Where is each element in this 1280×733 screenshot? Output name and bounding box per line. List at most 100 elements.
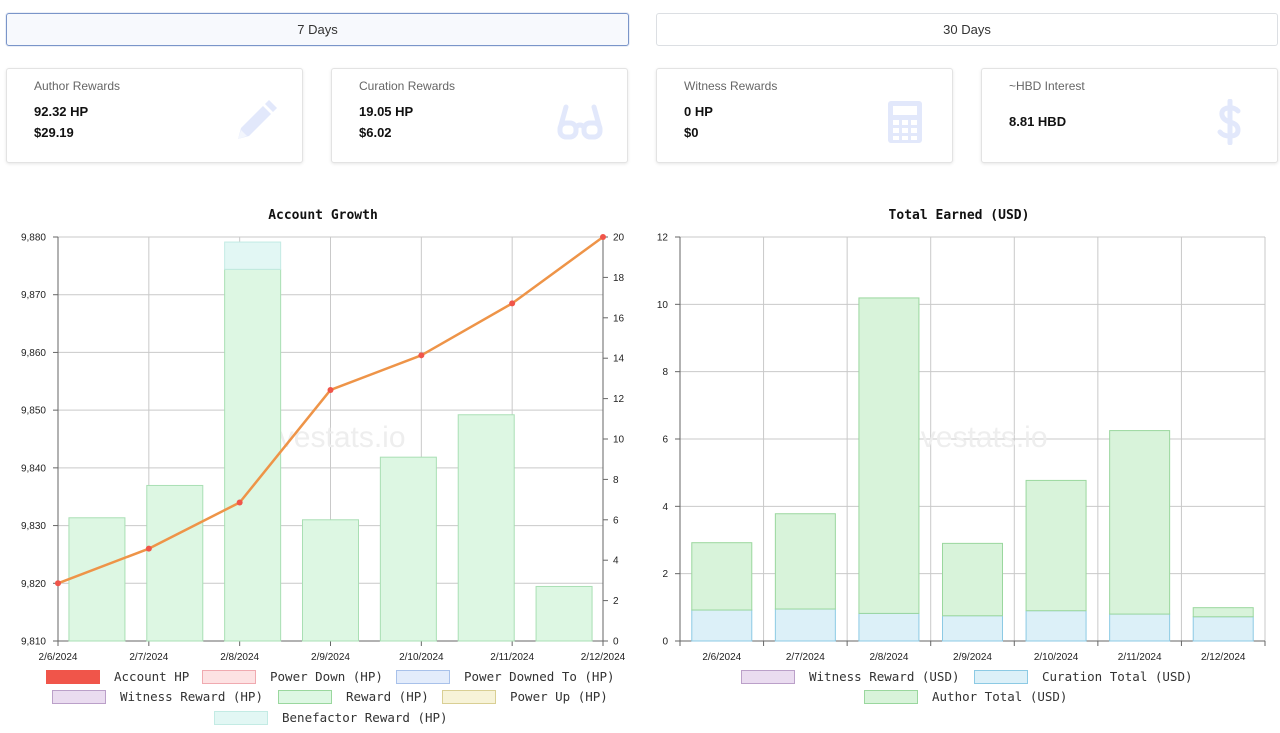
- legend-swatch: [442, 689, 496, 704]
- legend-swatch: [202, 669, 256, 684]
- x-tick-label: 2/11/2024: [490, 652, 534, 663]
- curation-total-bar: [1109, 613, 1171, 642]
- reward-hp-bar: [68, 517, 126, 642]
- y2-tick-label: 6: [613, 515, 619, 526]
- legend-swatch: [396, 669, 450, 684]
- x-tick-label: 2/10/2024: [1034, 652, 1079, 663]
- card-title: Author Rewards: [34, 79, 121, 93]
- x-tick-label: 2/6/2024: [39, 652, 78, 663]
- curation-total-bar: [691, 609, 753, 642]
- legend-swatch: [278, 689, 332, 704]
- y2-tick-label: 8: [613, 475, 619, 486]
- legend-label: Account HP: [114, 669, 190, 684]
- curation-rewards-card: Curation Rewards 19.05 HP $6.02: [331, 68, 628, 163]
- y-tick-label: 0: [662, 637, 668, 648]
- y2-tick-label: 4: [613, 556, 619, 567]
- legend-swatch: [46, 669, 100, 684]
- legend-label: Power Down (HP): [270, 669, 383, 684]
- legend-item[interactable]: Author Total (USD): [864, 689, 1067, 704]
- reward-hp-bar: [535, 585, 593, 642]
- card-title: Curation Rewards: [359, 79, 456, 93]
- y-tick-label: 2: [662, 569, 668, 580]
- author-total-bar: [774, 513, 836, 610]
- x-tick-label: 2/8/2024: [869, 652, 908, 663]
- reward-hp-bar: [302, 519, 359, 642]
- reward-hp-bar: [146, 484, 204, 642]
- y-tick-label: 9,880: [21, 233, 46, 244]
- y2-tick-label: 10: [613, 435, 625, 446]
- y2-tick-label: 12: [613, 394, 625, 405]
- y-tick-label: 4: [662, 502, 668, 513]
- x-tick-label: 2/7/2024: [786, 652, 825, 663]
- legend-item[interactable]: Witness Reward (USD): [741, 669, 960, 684]
- glasses-icon: [557, 104, 603, 140]
- tab-7-days[interactable]: 7 Days: [6, 13, 629, 46]
- y-tick-label: 9,850: [21, 406, 46, 417]
- curation-total-bar: [1025, 610, 1087, 642]
- author-total-bar: [858, 297, 920, 614]
- legend-item[interactable]: Power Downed To (HP): [396, 669, 615, 684]
- curation-rewards-hp: 19.05 HP: [359, 104, 414, 119]
- legend-item[interactable]: Curation Total (USD): [974, 669, 1193, 684]
- y-tick-label: 9,860: [21, 348, 46, 359]
- author-rewards-card: Author Rewards 92.32 HP $29.19: [6, 68, 303, 163]
- legend-label: Witness Reward (HP): [120, 689, 263, 704]
- legend-label: Witness Reward (USD): [809, 669, 960, 684]
- legend-label: Curation Total (USD): [1042, 669, 1193, 684]
- account-growth-title: Account Growth: [268, 208, 378, 223]
- reward-hp-bar: [224, 268, 282, 642]
- x-tick-label: 2/12/2024: [1201, 652, 1246, 663]
- y-tick-label: 9,830: [21, 521, 46, 532]
- y-tick-label: 8: [662, 367, 668, 378]
- legend-swatch: [974, 669, 1028, 684]
- total-earned-title: Total Earned (USD): [888, 208, 1030, 223]
- dollar-icon: [1217, 99, 1241, 145]
- legend-label: Benefactor Reward (HP): [282, 710, 448, 725]
- author-total-bar: [1192, 607, 1254, 618]
- account-hp-point: [55, 580, 61, 587]
- author-total-bar: [942, 542, 1003, 617]
- legend-item[interactable]: Power Down (HP): [202, 669, 383, 684]
- account-hp-point: [145, 545, 152, 552]
- y-tick-label: 12: [657, 233, 669, 244]
- curation-total-bar: [858, 612, 920, 642]
- hbd-interest-value: 8.81 HBD: [1009, 114, 1067, 129]
- y2-tick-label: 20: [613, 233, 625, 244]
- tab-30-days[interactable]: 30 Days: [656, 13, 1278, 46]
- y-tick-label: 9,810: [21, 637, 46, 648]
- legend-item[interactable]: Witness Reward (HP): [52, 689, 263, 704]
- legend-label: Power Downed To (HP): [464, 669, 615, 684]
- legend-item[interactable]: Reward (HP): [278, 689, 429, 704]
- curation-rewards-usd: $6.02: [359, 125, 392, 140]
- legend-swatch: [741, 669, 795, 684]
- account-hp-point: [327, 386, 334, 393]
- curation-total-bar: [1192, 616, 1254, 642]
- calculator-icon: [888, 101, 922, 143]
- legend-item[interactable]: Power Up (HP): [442, 689, 608, 704]
- y-tick-label: 6: [662, 435, 668, 446]
- y-tick-label: 9,840: [21, 463, 46, 474]
- legend-label: Reward (HP): [346, 689, 429, 704]
- y2-tick-label: 0: [613, 637, 619, 648]
- author-total-bar: [1109, 430, 1171, 615]
- y2-tick-label: 2: [613, 596, 619, 607]
- account-hp-point: [418, 352, 425, 359]
- witness-rewards-hp: 0 HP: [684, 104, 713, 119]
- watermark: hivestats.io: [897, 421, 1047, 454]
- legend-swatch: [52, 689, 106, 704]
- author-total-bar: [1025, 479, 1087, 612]
- x-tick-label: 2/9/2024: [953, 652, 992, 663]
- legend-item[interactable]: Benefactor Reward (HP): [214, 710, 448, 725]
- curation-total-bar: [942, 615, 1003, 642]
- x-tick-label: 2/6/2024: [702, 652, 741, 663]
- x-tick-label: 2/7/2024: [129, 652, 168, 663]
- witness-rewards-card: Witness Rewards 0 HP $0: [656, 68, 953, 163]
- legend-swatch: [864, 689, 918, 704]
- legend-item[interactable]: Account HP: [46, 669, 189, 684]
- reward-hp-bar: [379, 456, 437, 642]
- x-tick-label: 2/11/2024: [1118, 652, 1162, 663]
- x-tick-label: 2/8/2024: [220, 652, 259, 663]
- legend-swatch: [214, 710, 268, 725]
- legend-label: Power Up (HP): [510, 689, 608, 704]
- y-tick-label: 9,820: [21, 579, 46, 590]
